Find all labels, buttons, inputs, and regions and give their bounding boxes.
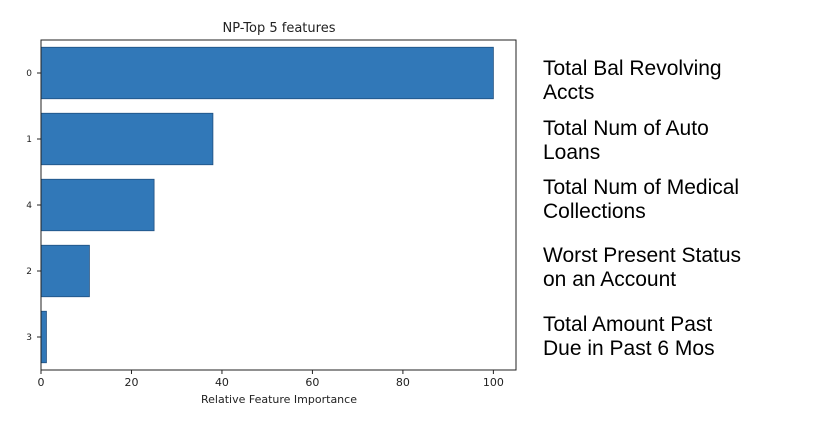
feature-label-3-line1: Total Num of Medical [543, 176, 740, 199]
x-tick-label-0: 0 [38, 376, 45, 389]
y-tick-label-4: 4 [26, 201, 32, 211]
bar-1 [40, 112, 214, 166]
feature-label-5-line2: Due in Past 6 Mos [543, 337, 715, 360]
feature-label-1-line1: Total Bal Revolving [543, 57, 722, 80]
feature-label-3: Total Num of Medical Collections [543, 176, 803, 224]
x-tick-label-60: 60 [305, 376, 319, 389]
bar-0 [40, 46, 494, 100]
x-tick-label-40: 40 [215, 376, 229, 389]
feature-label-4-line2: on an Account [543, 268, 677, 291]
x-tick-label-100: 100 [483, 376, 504, 389]
bar-4 [40, 178, 155, 232]
x-axis-label: Relative Feature Importance [201, 393, 357, 406]
feature-label-1-line2: Accts [543, 81, 595, 104]
y-tick-label-2: 2 [26, 267, 32, 277]
x-tick-label-20: 20 [124, 376, 138, 389]
y-tick-label-0: 0 [26, 69, 32, 79]
plot-area: 0 1 4 2 3 0 20 40 60 80 100 [26, 39, 517, 389]
feature-label-5-line1: Total Amount Past [543, 313, 713, 336]
y-tick-label-1: 1 [26, 135, 32, 145]
feature-label-4: Worst Present Status on an Account [543, 244, 803, 292]
feature-label-4-line1: Worst Present Status [543, 244, 742, 267]
feature-label-2-line2: Loans [543, 141, 601, 164]
feature-label-1: Total Bal Revolving Accts [543, 57, 803, 105]
feature-label-3-line2: Collections [543, 200, 646, 223]
x-tick-label-80: 80 [396, 376, 410, 389]
y-tick-label-3: 3 [26, 333, 32, 343]
bar-2 [40, 244, 90, 298]
feature-label-2: Total Num of Auto Loans [543, 117, 803, 165]
bar-3 [40, 310, 47, 364]
feature-label-2-line1: Total Num of Auto [543, 117, 709, 140]
plot-frame [40, 39, 517, 371]
feature-label-5: Total Amount Past Due in Past 6 Mos [543, 313, 803, 361]
chart-title: NP-Top 5 features [223, 21, 336, 36]
